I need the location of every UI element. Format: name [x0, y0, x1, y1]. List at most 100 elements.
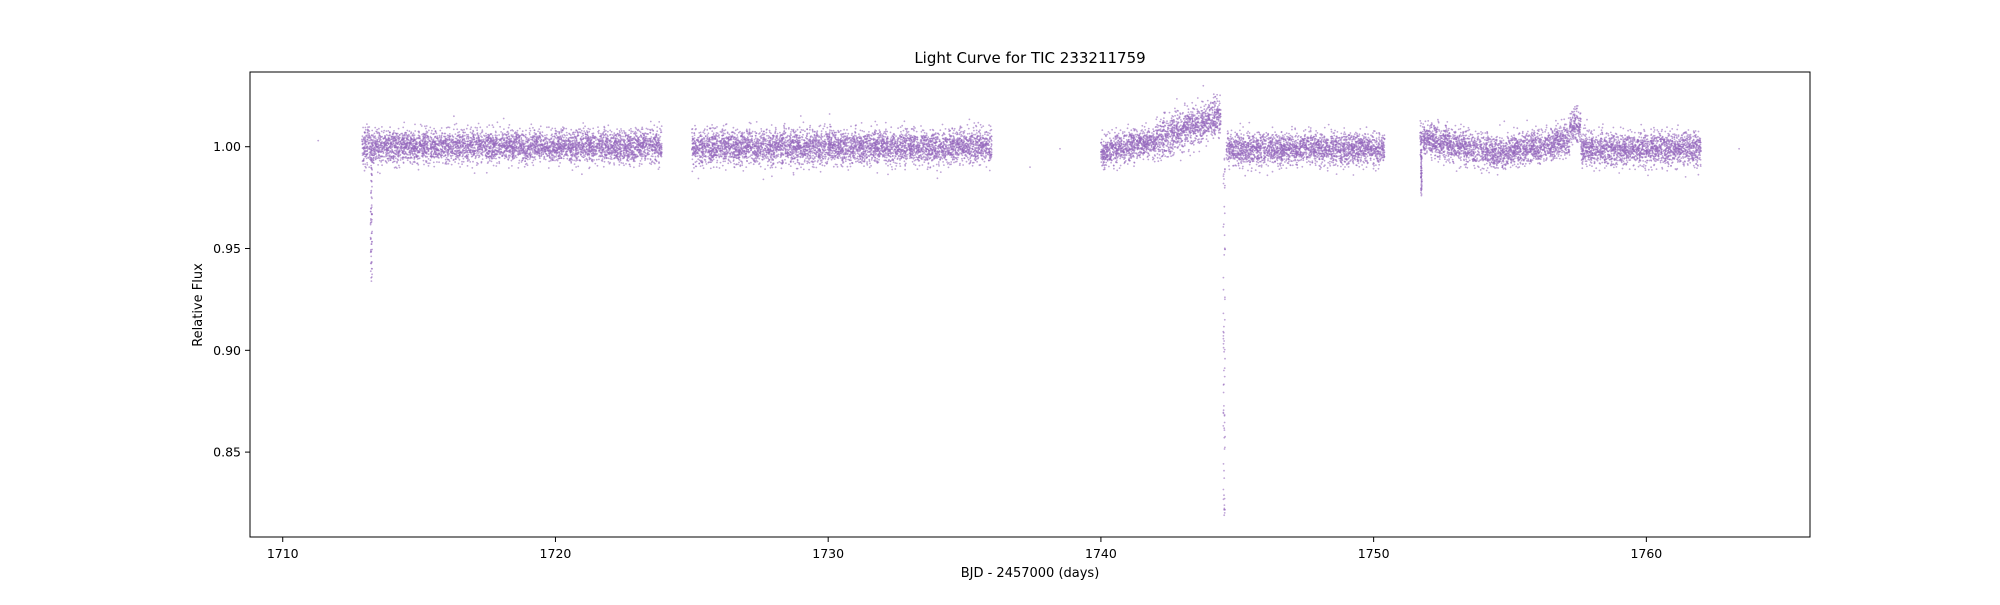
data-point — [383, 138, 385, 140]
data-point — [498, 157, 500, 159]
data-point — [388, 147, 390, 149]
data-point — [492, 158, 494, 160]
data-point — [628, 149, 630, 151]
data-point — [399, 167, 401, 169]
data-point — [584, 125, 586, 127]
data-point — [486, 172, 488, 174]
data-point — [644, 157, 646, 159]
data-point — [537, 141, 539, 143]
data-point — [582, 133, 584, 135]
data-point — [556, 154, 558, 156]
data-point — [439, 135, 441, 137]
data-point — [581, 130, 583, 132]
data-point — [442, 146, 444, 148]
data-point — [530, 146, 532, 148]
data-point — [563, 158, 565, 160]
data-point — [389, 154, 391, 156]
data-point — [428, 158, 430, 160]
data-point — [505, 134, 507, 136]
data-point — [602, 142, 604, 144]
data-point — [412, 140, 414, 142]
data-point — [434, 136, 436, 138]
data-point — [392, 162, 394, 164]
data-point — [583, 148, 585, 150]
data-point — [447, 140, 449, 142]
data-point — [596, 153, 598, 155]
data-point — [401, 152, 403, 154]
data-point — [616, 150, 618, 152]
data-point — [893, 161, 895, 163]
data-point — [367, 134, 369, 136]
data-point — [599, 138, 601, 140]
data-point — [633, 145, 635, 147]
data-point — [461, 141, 463, 143]
data-point — [508, 132, 510, 134]
data-point — [437, 157, 439, 159]
data-point — [444, 133, 446, 135]
data-point — [485, 133, 487, 135]
data-point — [381, 147, 383, 149]
data-point — [396, 152, 398, 154]
data-point — [509, 145, 511, 147]
data-point — [575, 137, 577, 139]
data-point — [620, 162, 622, 164]
data-point — [658, 161, 660, 163]
data-point — [588, 136, 590, 138]
data-point — [597, 143, 599, 145]
data-point — [409, 161, 411, 163]
data-point — [365, 129, 367, 131]
data-point — [464, 135, 466, 137]
data-point — [650, 163, 652, 165]
data-point — [609, 134, 611, 136]
data-point — [600, 140, 602, 142]
data-point — [658, 141, 660, 143]
data-point — [566, 154, 568, 156]
data-point — [375, 159, 377, 161]
data-point — [429, 162, 431, 164]
data-point — [439, 137, 441, 139]
data-point — [545, 159, 547, 161]
data-point — [500, 143, 502, 145]
data-point — [448, 143, 450, 145]
data-point — [418, 151, 420, 153]
data-point — [481, 132, 483, 134]
data-point — [472, 161, 474, 163]
data-point — [585, 138, 587, 140]
data-point — [526, 151, 528, 153]
data-point — [459, 137, 461, 139]
data-point — [629, 164, 631, 166]
data-point — [486, 156, 488, 158]
data-point — [410, 156, 412, 158]
data-point — [367, 140, 369, 142]
data-point — [389, 151, 391, 153]
data-point — [553, 157, 555, 159]
data-point — [488, 157, 490, 159]
data-point — [366, 155, 368, 157]
data-point — [486, 148, 488, 150]
data-point — [632, 138, 634, 140]
data-point — [583, 150, 585, 152]
data-point — [385, 152, 387, 154]
data-point — [652, 130, 654, 132]
data-point — [546, 126, 548, 128]
data-point — [575, 148, 577, 150]
data-point — [553, 145, 555, 147]
data-point — [526, 152, 528, 154]
data-point — [447, 126, 449, 128]
data-point — [418, 131, 420, 133]
data-point — [570, 144, 572, 146]
data-point — [602, 152, 604, 154]
data-point — [450, 157, 452, 159]
data-point — [544, 151, 546, 153]
data-point — [383, 152, 385, 154]
data-point — [514, 150, 516, 152]
data-point — [450, 145, 452, 147]
data-point — [421, 134, 423, 136]
data-point — [547, 145, 549, 147]
data-point — [659, 136, 661, 138]
data-point — [435, 140, 437, 142]
data-point — [598, 141, 600, 143]
data-point — [540, 153, 542, 155]
data-point — [573, 160, 575, 162]
data-point — [438, 150, 440, 152]
